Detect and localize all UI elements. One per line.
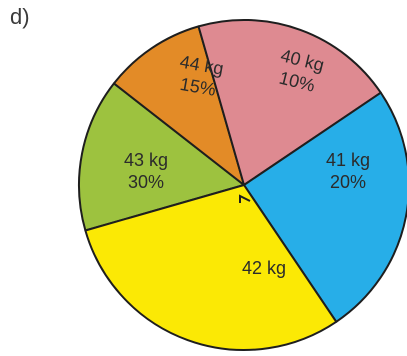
slice-value-label: 41 kg — [326, 150, 370, 170]
slice-percent-label: 30% — [128, 172, 164, 192]
pie-slice-42-kg — [243, 91, 407, 323]
pie-slice-40-kg — [112, 25, 245, 186]
right-angle-mark — [239, 194, 251, 203]
slice-label-group: 42 kg — [242, 258, 286, 278]
right-angle-marker — [239, 194, 251, 203]
problem-label: d) — [10, 4, 30, 29]
pie-slice-41-kg — [197, 19, 382, 186]
pie-slice-44-kg — [78, 82, 245, 232]
slice-value-label: 42 kg — [242, 258, 286, 278]
slice-percent-label: 20% — [330, 172, 366, 192]
slice-value-label: 43 kg — [124, 150, 168, 170]
pie-slice-43-kg — [84, 184, 338, 351]
pie-slices — [78, 19, 407, 351]
